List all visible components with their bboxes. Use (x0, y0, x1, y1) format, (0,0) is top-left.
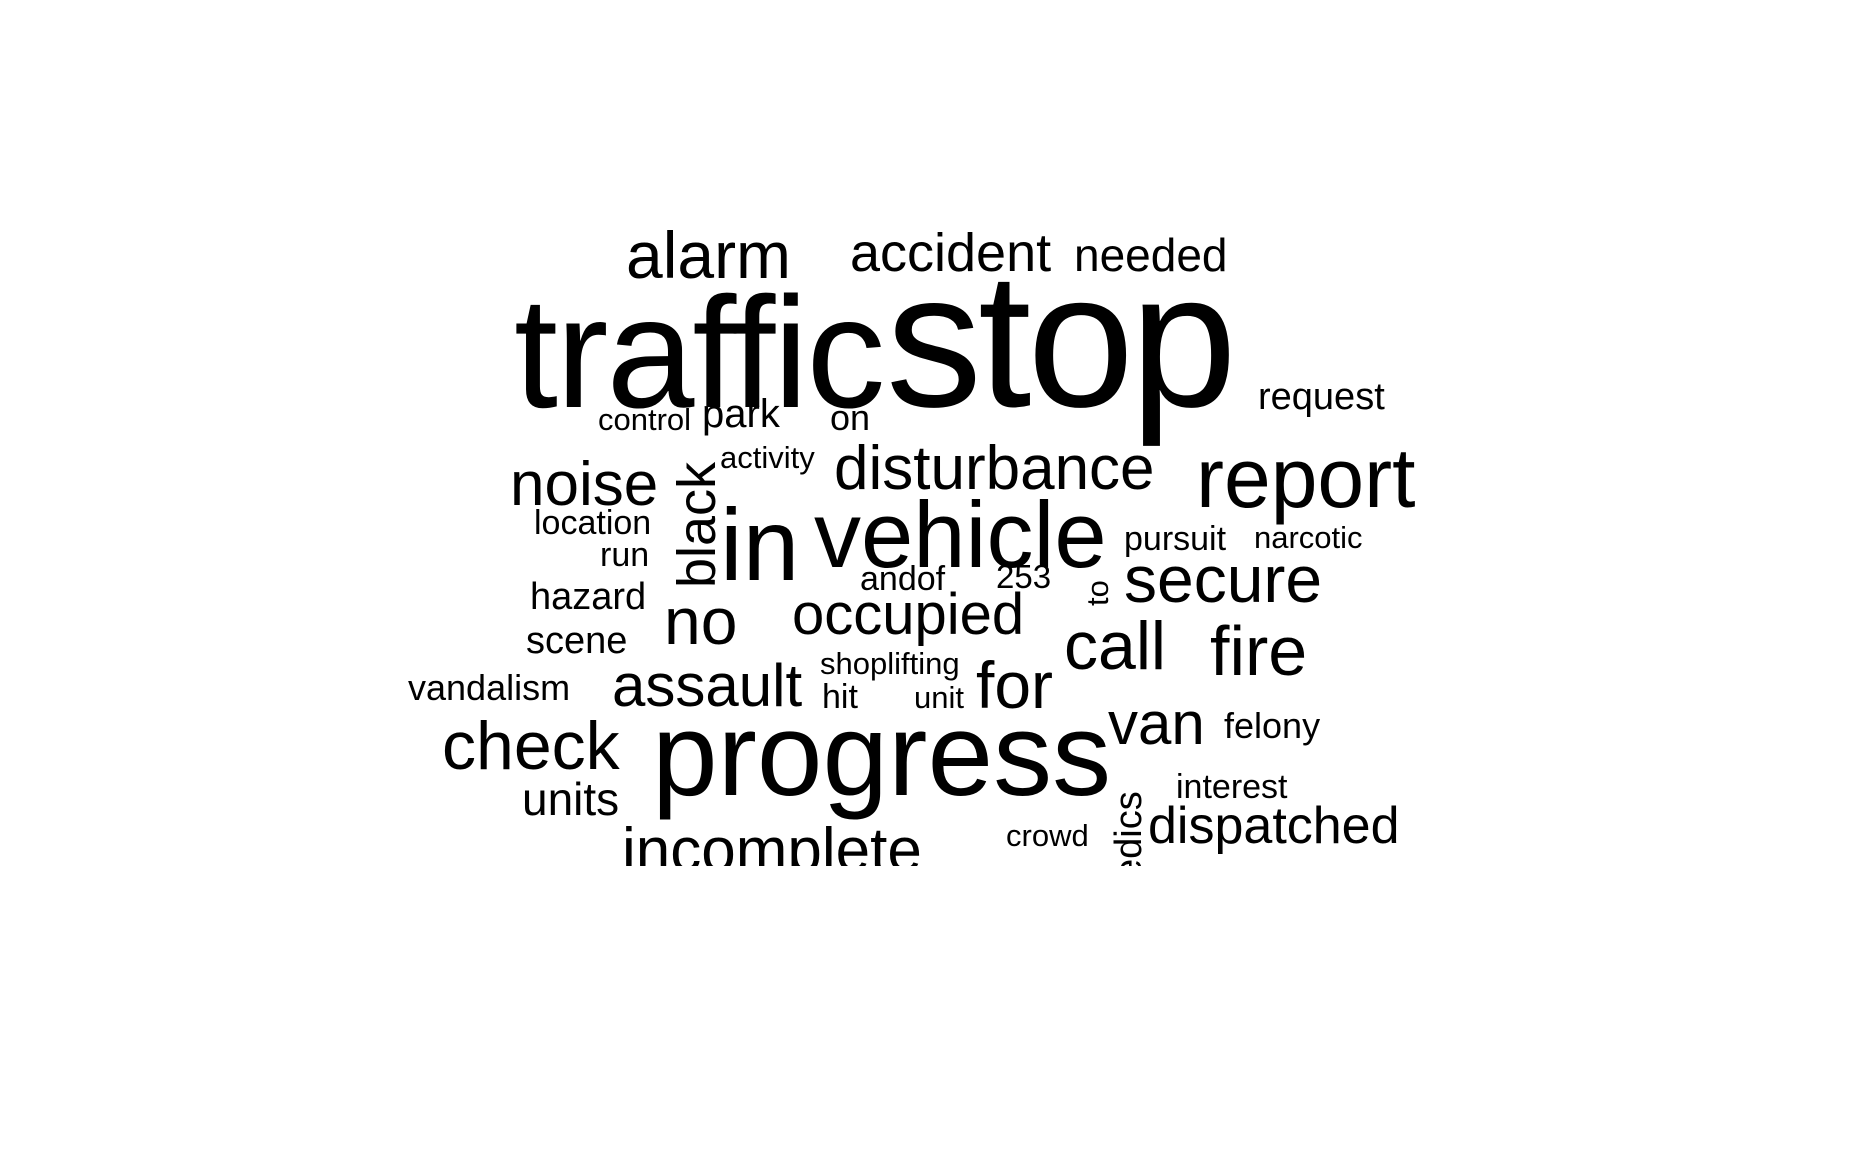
word-vandalism: vandalism (408, 667, 571, 708)
word-alarm: alarm (626, 218, 792, 292)
word-dispatched: dispatched (1148, 797, 1400, 855)
word-fire: fire (1210, 612, 1308, 690)
word-progress: progress (652, 689, 1112, 821)
word-units: units (522, 773, 620, 825)
word-incomplete: incomplete (622, 816, 922, 867)
word-253: 253 (996, 558, 1052, 595)
word-paramedics: edics (1108, 791, 1150, 866)
word-secure: secure (1124, 542, 1323, 616)
word-park: park (702, 392, 780, 436)
word-to: to (1080, 580, 1115, 606)
word-black: black (667, 461, 727, 588)
word-on: on (830, 397, 871, 438)
word-shoplifting: shoplifting (820, 646, 960, 681)
word-hit: hit (822, 678, 858, 716)
word-call: call (1064, 608, 1167, 684)
word-cloud-plot-area: traffic stop alarm accident needed reque… (408, 218, 1416, 867)
word-report: report (1196, 431, 1416, 525)
word-needed: needed (1074, 229, 1228, 281)
word-disturbance: disturbance (834, 434, 1155, 503)
word-andof: andof (860, 560, 946, 598)
word-unit: unit (914, 680, 964, 715)
word-control: control (598, 402, 692, 437)
word-activity: activity (720, 440, 815, 475)
word-hazard: hazard (530, 576, 647, 618)
word-traffic: traffic (514, 265, 885, 441)
word-crowd: crowd (1006, 818, 1089, 853)
word-for: for (976, 648, 1054, 722)
word-van: van (1108, 690, 1205, 757)
word-scene: scene (526, 620, 628, 662)
word-assault: assault (612, 652, 803, 719)
word-request: request (1258, 376, 1385, 418)
word-location: location (534, 504, 652, 542)
word-vehicle: vehicle (814, 482, 1107, 587)
word-no: no (664, 584, 738, 658)
word-in: in (720, 488, 800, 602)
word-check: check (442, 708, 620, 784)
word-accident: accident (850, 223, 1052, 283)
word-noise: noise (510, 450, 659, 519)
word-run: run (600, 536, 650, 574)
word-felony: felony (1224, 705, 1321, 746)
word-narcotic: narcotic (1254, 520, 1363, 555)
word-interest: interest (1176, 768, 1288, 806)
word-stop: stop (886, 232, 1237, 447)
word-pursuit: pursuit (1124, 520, 1227, 558)
word-occupied: occupied (792, 582, 1025, 647)
